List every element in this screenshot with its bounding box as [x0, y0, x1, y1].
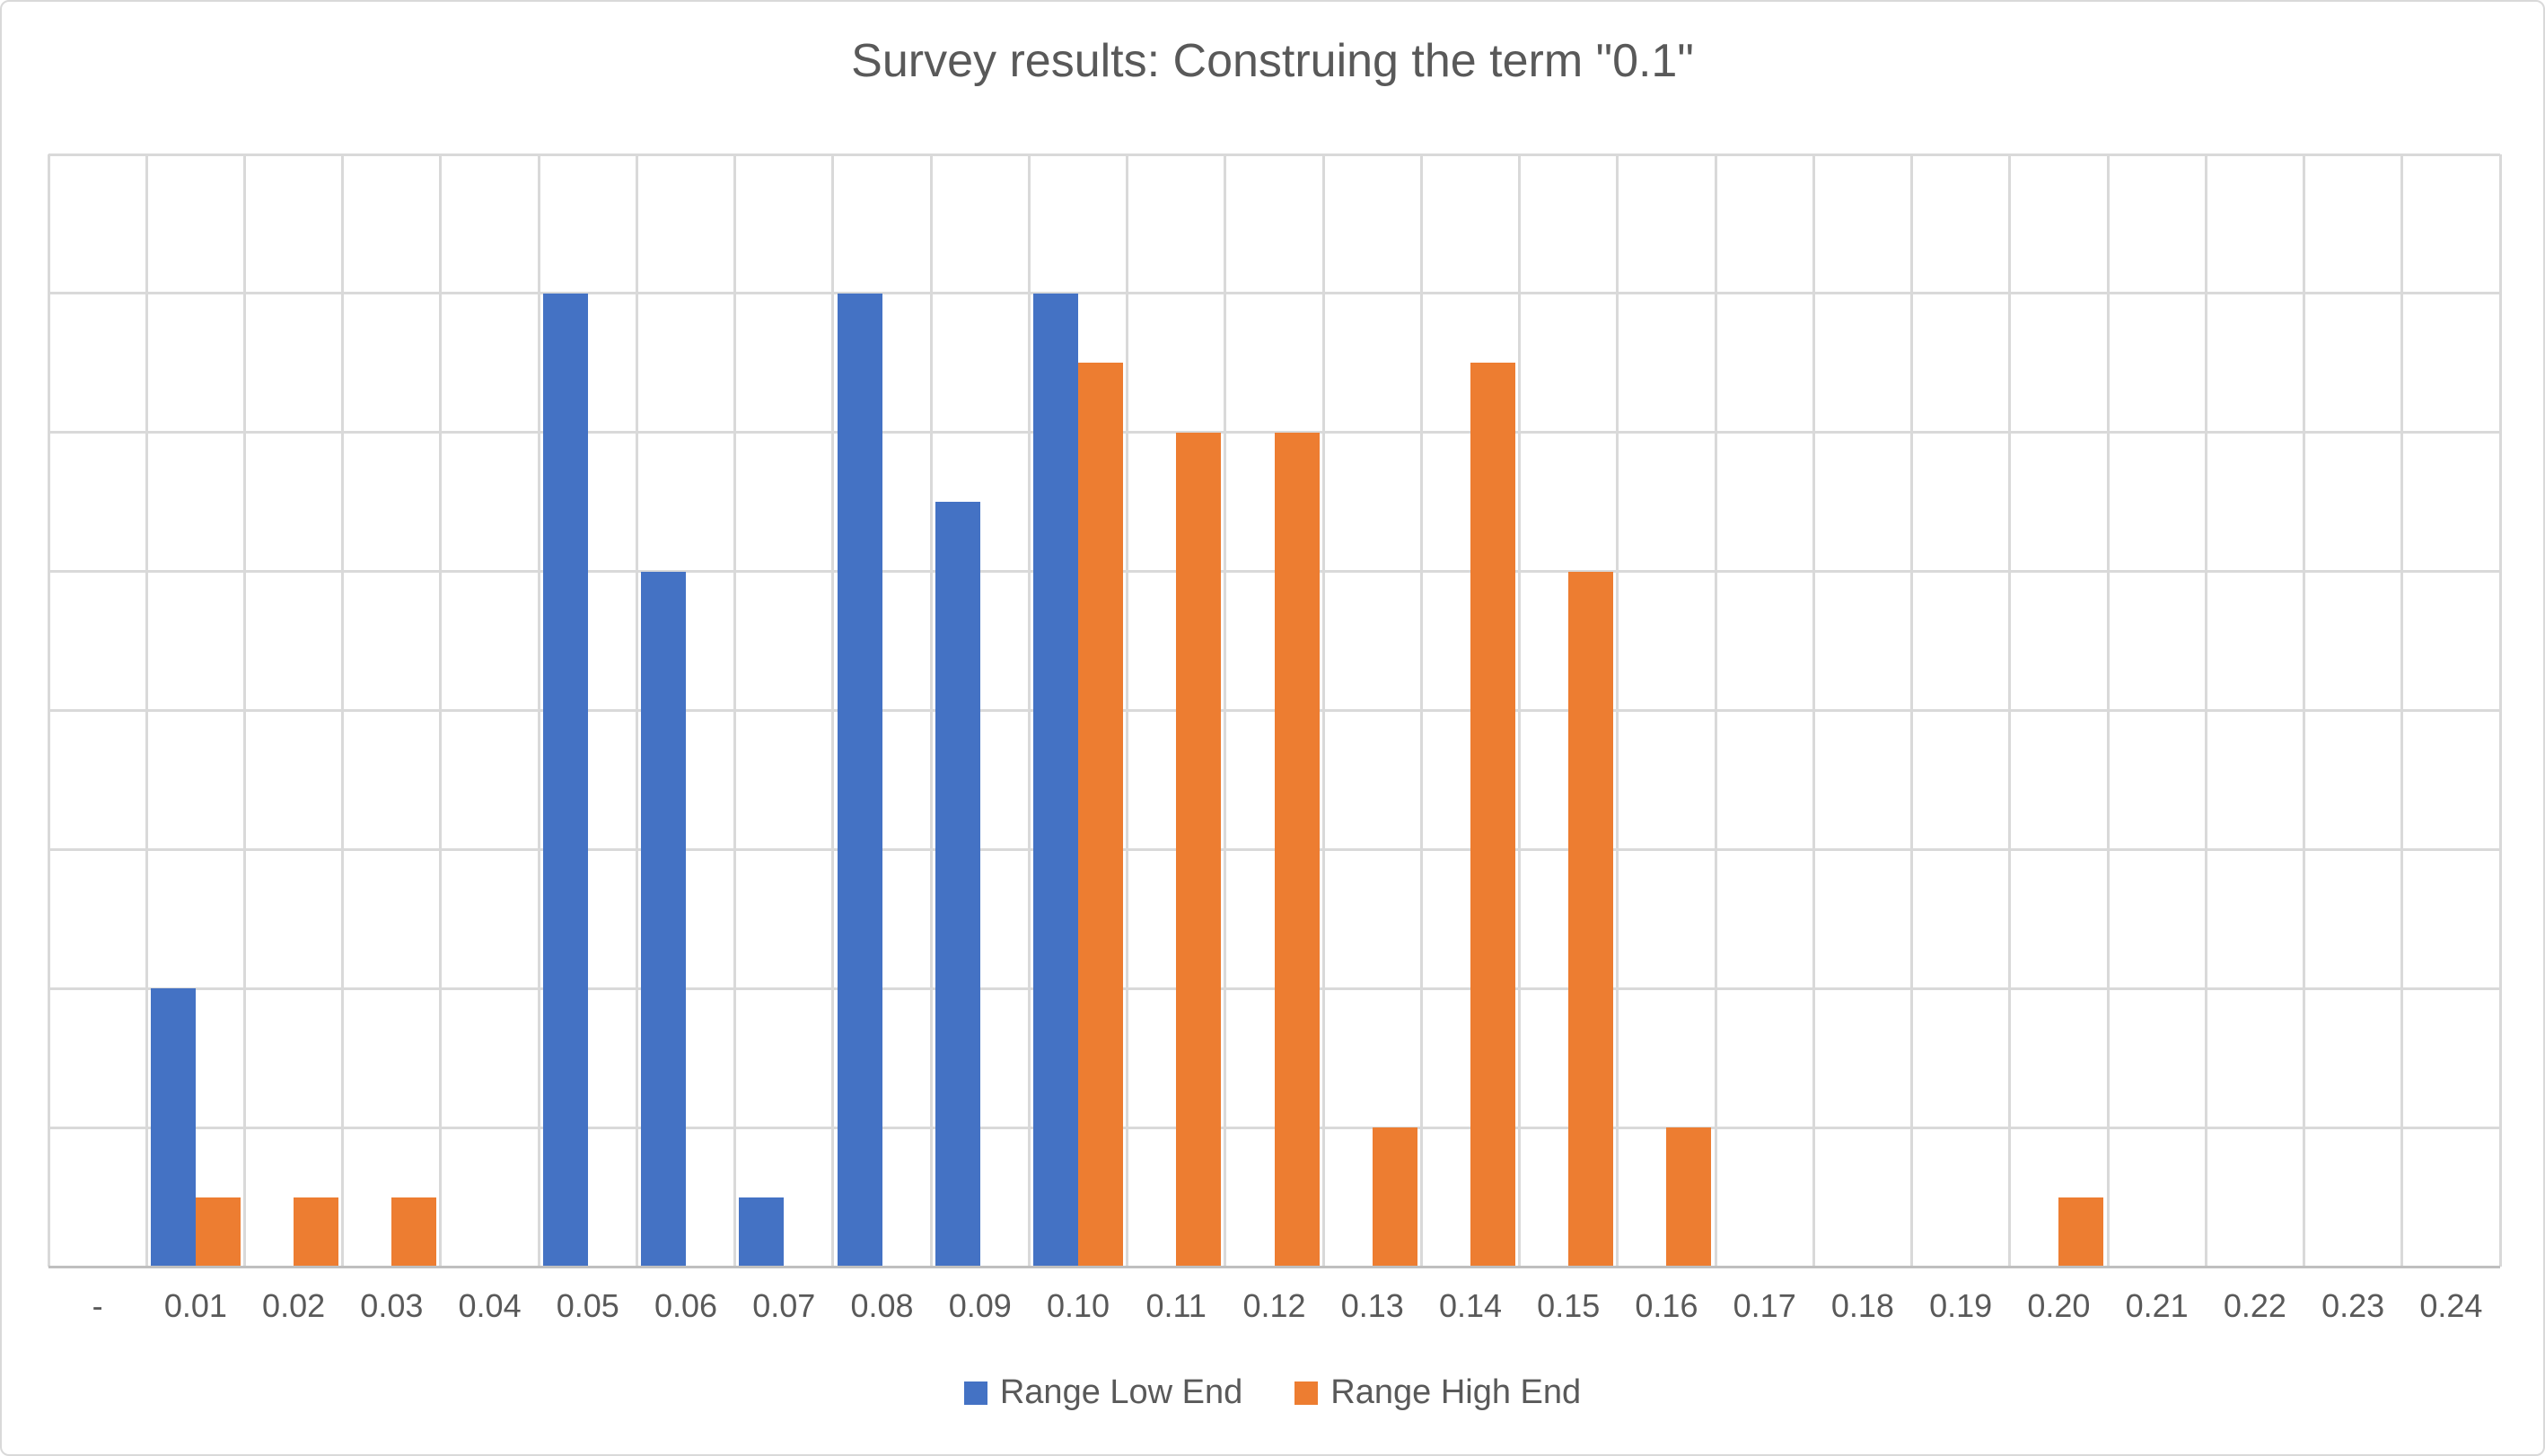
bar-high-0.01 — [195, 1197, 241, 1267]
x-tick-label-0.22: 0.22 — [2223, 1287, 2286, 1324]
x-tick-label-0.12: 0.12 — [1242, 1287, 1306, 1324]
x-tick-label-0.17: 0.17 — [1733, 1287, 1796, 1324]
x-tick-label-0.09: 0.09 — [948, 1287, 1012, 1324]
x-tick-label-0.23: 0.23 — [2321, 1287, 2385, 1324]
legend-item-range-low-end: Range Low End — [963, 1373, 1243, 1412]
bar-high-0.02 — [294, 1197, 339, 1267]
bar-high-0.11 — [1176, 432, 1222, 1267]
x-tick-label-0.14: 0.14 — [1438, 1287, 1503, 1324]
bar-low-0.05 — [542, 293, 588, 1267]
bar-low-0.08 — [837, 293, 882, 1267]
vertical-gridline — [2498, 154, 2502, 1267]
bar-high-0.10 — [1078, 363, 1124, 1267]
x-tick-label-0.02: 0.02 — [262, 1287, 326, 1324]
bar-low-0.10 — [1033, 293, 1079, 1267]
x-tick-label-0.04: 0.04 — [458, 1287, 522, 1324]
bar-high-0.15 — [1568, 571, 1614, 1267]
x-tick-label-0.05: 0.05 — [556, 1287, 619, 1324]
x-tick-label-0.13: 0.13 — [1340, 1287, 1404, 1324]
x-tick-label-0.20: 0.20 — [2027, 1287, 2091, 1324]
x-tick-label-0.16: 0.16 — [1635, 1287, 1698, 1324]
legend: Range Low End Range High End — [2, 1373, 2543, 1412]
x-axis-line — [48, 1265, 2500, 1268]
x-tick-label-0.01: 0.01 — [163, 1287, 227, 1324]
bar-high-0.03 — [391, 1197, 437, 1267]
x-tick-label--: - — [92, 1287, 103, 1324]
bar-low-0.09 — [935, 502, 980, 1267]
legend-swatch-high-icon — [1294, 1381, 1319, 1405]
horizontal-gridline — [48, 292, 2500, 295]
x-tick-label-0.06: 0.06 — [654, 1287, 718, 1324]
x-tick-label-0.08: 0.08 — [850, 1287, 914, 1324]
horizontal-gridline — [48, 153, 2500, 156]
legend-label-low: Range Low End — [999, 1373, 1243, 1411]
x-tick-label-0.07: 0.07 — [752, 1287, 816, 1324]
x-tick-label-0.10: 0.10 — [1046, 1287, 1110, 1324]
x-tick-label-0.19: 0.19 — [1929, 1287, 1993, 1324]
bar-high-0.14 — [1470, 363, 1515, 1267]
x-tick-label-0.15: 0.15 — [1537, 1287, 1601, 1324]
chart-title: Survey results: Construing the term "0.1… — [851, 35, 1694, 87]
bar-low-0.07 — [739, 1197, 785, 1267]
x-tick-label-0.18: 0.18 — [1830, 1287, 1894, 1324]
bar-low-0.06 — [641, 571, 687, 1267]
bar-high-0.13 — [1372, 1127, 1417, 1267]
bar-high-0.16 — [1666, 1127, 1712, 1267]
x-tick-label-0.21: 0.21 — [2125, 1287, 2189, 1324]
bar-high-0.20 — [2058, 1197, 2104, 1267]
x-tick-label-0.11: 0.11 — [1145, 1287, 1207, 1324]
x-tick-label-0.03: 0.03 — [360, 1287, 424, 1324]
legend-swatch-low-icon — [963, 1381, 987, 1405]
bar-low-0.01 — [150, 988, 196, 1267]
legend-item-range-high-end: Range High End — [1294, 1373, 1581, 1412]
bar-high-0.12 — [1274, 432, 1320, 1267]
x-tick-label-0.24: 0.24 — [2419, 1287, 2483, 1324]
legend-label-high: Range High End — [1330, 1373, 1582, 1411]
